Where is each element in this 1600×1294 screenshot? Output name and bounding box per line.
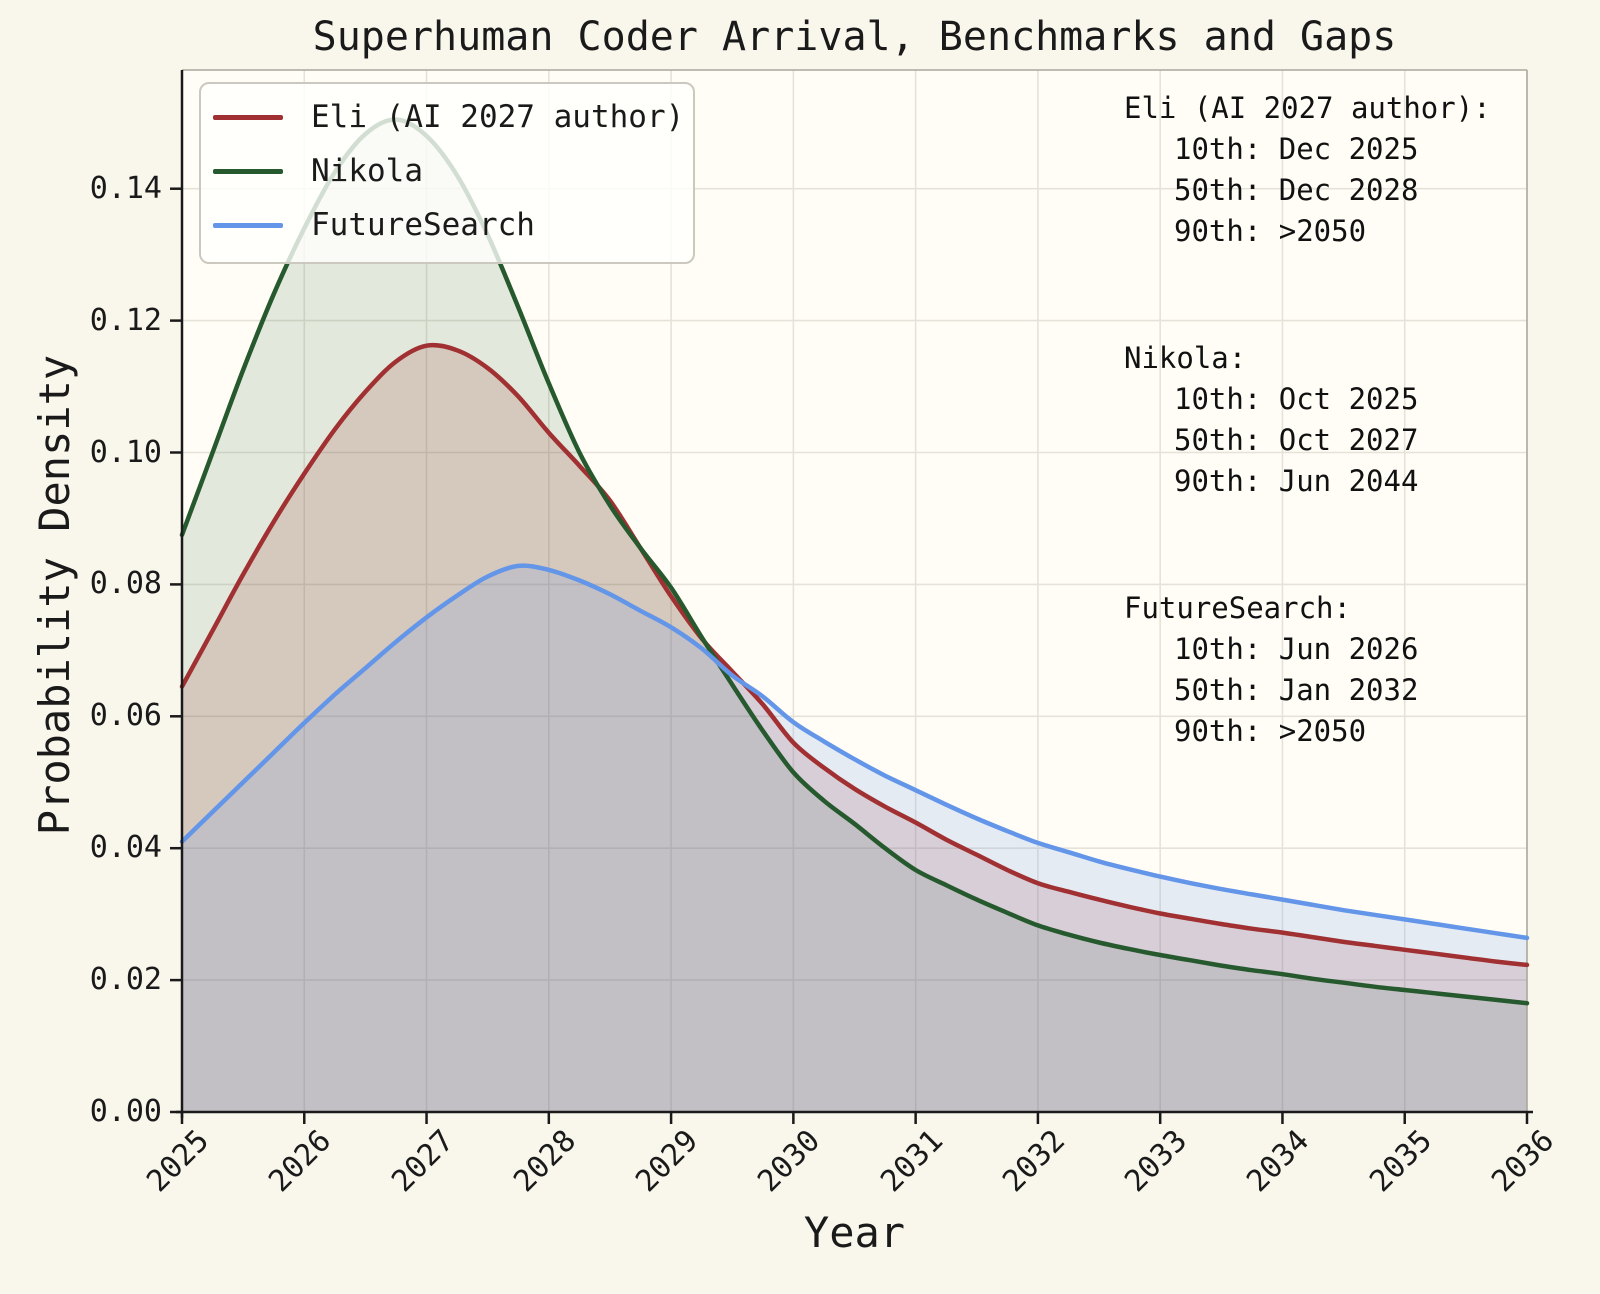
annotation-50th: 50th: Dec 2028 xyxy=(1174,173,1419,207)
annotation-title: Nikola: xyxy=(1124,341,1247,375)
annotation-futuresearch: FutureSearch: 10th: Jun 2026 50th: Jan 2… xyxy=(1124,588,1418,752)
annotation-50th: 50th: Oct 2027 xyxy=(1174,423,1419,457)
legend-item-nikola: Nikola xyxy=(201,144,693,198)
legend-label-nikola: Nikola xyxy=(311,153,423,189)
y-tick-label: 0.06 xyxy=(89,698,162,734)
legend-swatch-futuresearch xyxy=(213,222,283,228)
annotation-90th: 90th: >2050 xyxy=(1174,214,1367,248)
legend-label-futuresearch: FutureSearch xyxy=(311,207,535,243)
y-tick-label: 0.10 xyxy=(89,434,162,470)
legend-swatch-nikola xyxy=(213,168,283,174)
annotation-10th: 10th: Oct 2025 xyxy=(1174,382,1419,416)
legend-item-eli: Eli (AI 2027 author) xyxy=(201,90,693,144)
y-tick-label: 0.04 xyxy=(89,830,162,866)
legend: Eli (AI 2027 author) Nikola FutureSearch xyxy=(199,82,695,264)
y-tick-label: 0.14 xyxy=(89,170,162,206)
y-tick-label: 0.02 xyxy=(89,962,162,998)
x-axis-label: Year xyxy=(803,1208,906,1257)
legend-label-eli: Eli (AI 2027 author) xyxy=(311,99,685,135)
annotation-10th: 10th: Jun 2026 xyxy=(1174,632,1419,666)
annotation-title: Eli (AI 2027 author): xyxy=(1124,91,1491,125)
annotation-90th: 90th: >2050 xyxy=(1174,714,1367,748)
chart-title: Superhuman Coder Arrival, Benchmarks and… xyxy=(312,14,1397,60)
legend-swatch-eli xyxy=(213,114,283,120)
annotation-nikola: Nikola: 10th: Oct 2025 50th: Oct 2027 90… xyxy=(1124,338,1418,502)
series-fill-futuresearch xyxy=(182,565,1527,1112)
y-tick-label: 0.00 xyxy=(89,1094,162,1129)
annotation-eli: Eli (AI 2027 author): 10th: Dec 2025 50t… xyxy=(1124,88,1491,252)
series-fill-nikola xyxy=(182,119,1527,1112)
legend-item-futuresearch: FutureSearch xyxy=(201,198,693,252)
y-tick-label: 0.08 xyxy=(89,566,162,602)
annotation-title: FutureSearch: xyxy=(1124,591,1351,625)
series-line-eli xyxy=(179,342,1530,968)
y-tick-label: 0.12 xyxy=(89,302,162,338)
annotation-90th: 90th: Jun 2044 xyxy=(1174,464,1419,498)
annotation-10th: 10th: Dec 2025 xyxy=(1174,132,1419,166)
annotation-50th: 50th: Jan 2032 xyxy=(1174,673,1419,707)
series-line-futuresearch xyxy=(179,563,1530,941)
